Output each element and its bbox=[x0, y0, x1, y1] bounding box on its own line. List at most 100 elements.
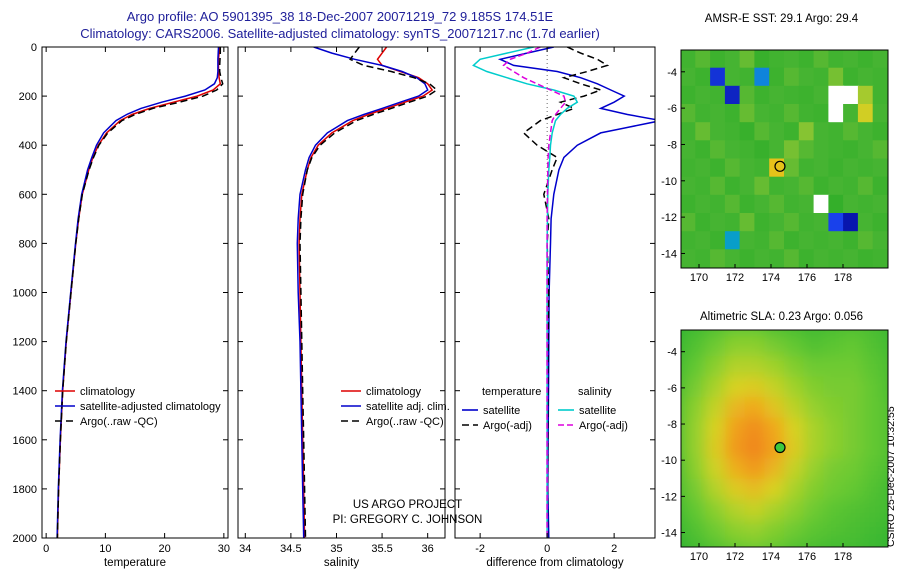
map-cell bbox=[823, 330, 844, 337]
map-cell bbox=[813, 104, 830, 124]
map-cell bbox=[872, 85, 888, 105]
legend-label-temperature-satellite-difference: satellite bbox=[483, 405, 520, 417]
map-cell bbox=[681, 458, 688, 480]
map-cell bbox=[681, 356, 688, 378]
y-tick-label: -14 bbox=[661, 528, 677, 540]
map-cell bbox=[744, 478, 766, 501]
y-tick-label: -12 bbox=[661, 212, 677, 224]
map-cell bbox=[686, 540, 707, 547]
map-cell bbox=[828, 194, 845, 214]
map-cell bbox=[681, 85, 697, 105]
x-tick-label: 30 bbox=[218, 543, 230, 555]
map-cell bbox=[686, 438, 707, 460]
map-cell bbox=[710, 104, 726, 124]
salinity-panel: 34 34.5 35 35.5 36 climatology satellite adj. … bbox=[237, 46, 450, 555]
series-line-climatology bbox=[56, 47, 222, 538]
axes-frame bbox=[237, 46, 446, 539]
map-cell bbox=[862, 335, 883, 358]
map-cell bbox=[724, 249, 741, 268]
map-cell bbox=[754, 50, 771, 69]
map-cell bbox=[686, 458, 707, 480]
map-cell bbox=[754, 231, 771, 251]
y-tick-label: -10 bbox=[661, 455, 677, 467]
map-cell bbox=[881, 438, 888, 460]
map-cell bbox=[754, 249, 771, 268]
map-cell bbox=[842, 458, 864, 480]
argo-location-marker bbox=[774, 441, 786, 454]
map-cell bbox=[724, 50, 741, 69]
map-cell bbox=[739, 50, 756, 69]
map-cell bbox=[857, 158, 874, 178]
map-cell bbox=[784, 231, 800, 251]
map-cell bbox=[823, 397, 844, 419]
map-cell bbox=[842, 438, 864, 460]
map-cell bbox=[828, 104, 845, 124]
map-cell bbox=[681, 478, 688, 501]
map-cell bbox=[828, 213, 845, 233]
map-cell bbox=[872, 176, 888, 196]
legend-header-temperature: temperature bbox=[482, 386, 541, 398]
map-cell bbox=[681, 140, 697, 160]
sla_map-panel: 170 172 174 176 178 -4 -6 -8 -10 -12 -14 bbox=[661, 329, 889, 563]
map-cell bbox=[872, 213, 888, 233]
map-cell bbox=[813, 122, 830, 142]
map-cell bbox=[798, 231, 815, 251]
map-cell bbox=[798, 50, 815, 69]
map-cell bbox=[813, 194, 830, 214]
map-cell bbox=[784, 540, 805, 547]
legend-label-satellite-adjusted-climatology: satellite-adjusted climatology bbox=[80, 401, 221, 413]
map-cell bbox=[744, 330, 766, 337]
map-cell bbox=[695, 194, 712, 214]
map-cell bbox=[798, 140, 815, 160]
y-tick-label: 1200 bbox=[13, 337, 37, 349]
map-cell bbox=[744, 458, 766, 480]
map-cell bbox=[828, 122, 845, 142]
map-cell bbox=[813, 249, 830, 268]
map-cell bbox=[881, 478, 888, 501]
map-cell bbox=[857, 213, 874, 233]
map-cell bbox=[739, 122, 756, 142]
map-cell bbox=[784, 50, 800, 69]
map-cell bbox=[862, 397, 883, 419]
map-cell bbox=[862, 540, 883, 547]
map-cell bbox=[769, 249, 785, 268]
map-cell bbox=[862, 519, 883, 542]
legend-header-salinity: salinity bbox=[578, 386, 612, 398]
map-cell bbox=[705, 519, 727, 542]
x-tick-label: 170 bbox=[690, 551, 708, 563]
y-tick-label: -10 bbox=[661, 176, 677, 188]
map-cell bbox=[803, 376, 825, 399]
map-cell bbox=[784, 140, 800, 160]
map-cell bbox=[681, 335, 688, 358]
legend-label-salinity-satellite-difference: satellite bbox=[579, 405, 616, 417]
map-cell bbox=[681, 397, 688, 419]
map-cell bbox=[828, 50, 845, 69]
map-cell bbox=[681, 158, 697, 178]
map-cell bbox=[784, 356, 805, 378]
temperature-series-group bbox=[56, 47, 224, 538]
map-cell bbox=[872, 50, 888, 69]
map-cell bbox=[739, 231, 756, 251]
map-cell bbox=[754, 122, 771, 142]
series-line-argo-raw-temperature bbox=[56, 47, 224, 538]
map-cell bbox=[823, 478, 844, 501]
map-cell bbox=[686, 417, 707, 439]
map-cell bbox=[843, 194, 859, 214]
map-cell bbox=[754, 85, 771, 105]
map-cell bbox=[681, 417, 688, 439]
salinity-axis-label: salinity bbox=[323, 557, 360, 569]
map-cell bbox=[769, 158, 785, 178]
map-cell bbox=[724, 213, 741, 233]
map-cell bbox=[813, 67, 830, 87]
map-cell bbox=[744, 417, 766, 439]
map-cell bbox=[803, 356, 825, 378]
sst_map-panel: 170 172 174 176 178 -4 -6 -8 -10 -12 -14 bbox=[661, 49, 889, 284]
map-cell bbox=[725, 356, 746, 378]
y-tick-label: 0 bbox=[31, 42, 37, 54]
map-cell bbox=[823, 417, 844, 439]
axes-frame bbox=[680, 49, 889, 269]
map-cell bbox=[695, 176, 712, 196]
x-tick-label: 10 bbox=[99, 543, 111, 555]
map-cell bbox=[872, 122, 888, 142]
y-tick-label: -6 bbox=[667, 383, 677, 395]
